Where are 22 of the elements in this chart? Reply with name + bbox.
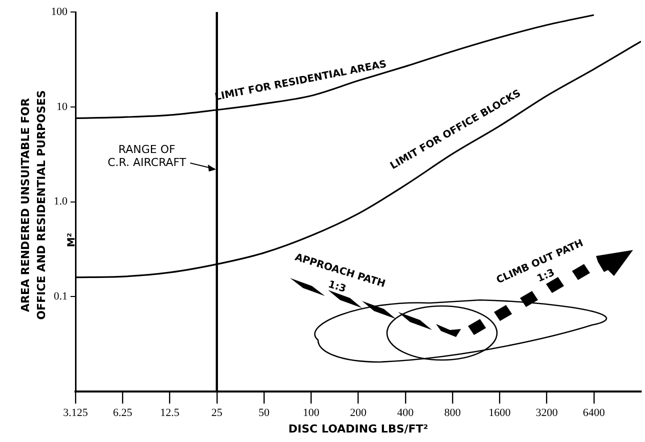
x-tick-label: 6400 (582, 407, 606, 420)
x-tick-label: 25 (211, 407, 223, 420)
y-tick-label: 100 (51, 6, 68, 18)
x-tick-label: 400 (397, 407, 414, 420)
x-tick-label: 3200 (536, 407, 558, 420)
x-tick-label: 6.25 (113, 407, 133, 420)
x-tick-label: 800 (444, 407, 462, 420)
x-tick-label: 1600 (488, 407, 512, 420)
x-axis-title: DISC LOADING LBS/FT² (288, 422, 428, 436)
x-tick-label: 200 (350, 407, 367, 420)
y-tick-label: 1.0 (54, 196, 68, 208)
annotation: 1:3 (536, 267, 556, 285)
y-tick-label: 0.1 (54, 290, 68, 303)
ref-line-label: RANGE OF C.R. AIRCRAFT (108, 142, 186, 169)
x-tick-label: 12.5 (160, 407, 180, 420)
y-axis-title: AREA RENDERED UNSUITABLE FOR OFFICE AND RESIDENTIAL PURPOSES (18, 90, 48, 320)
x-tick-label: 100 (302, 407, 320, 420)
y-tick-label: 10 (56, 100, 68, 113)
x-tick-label: 3.125 (63, 407, 88, 420)
annotation: 1:3 (326, 279, 348, 295)
x-tick-label: 50 (258, 407, 270, 420)
annotation: M² (66, 232, 78, 248)
